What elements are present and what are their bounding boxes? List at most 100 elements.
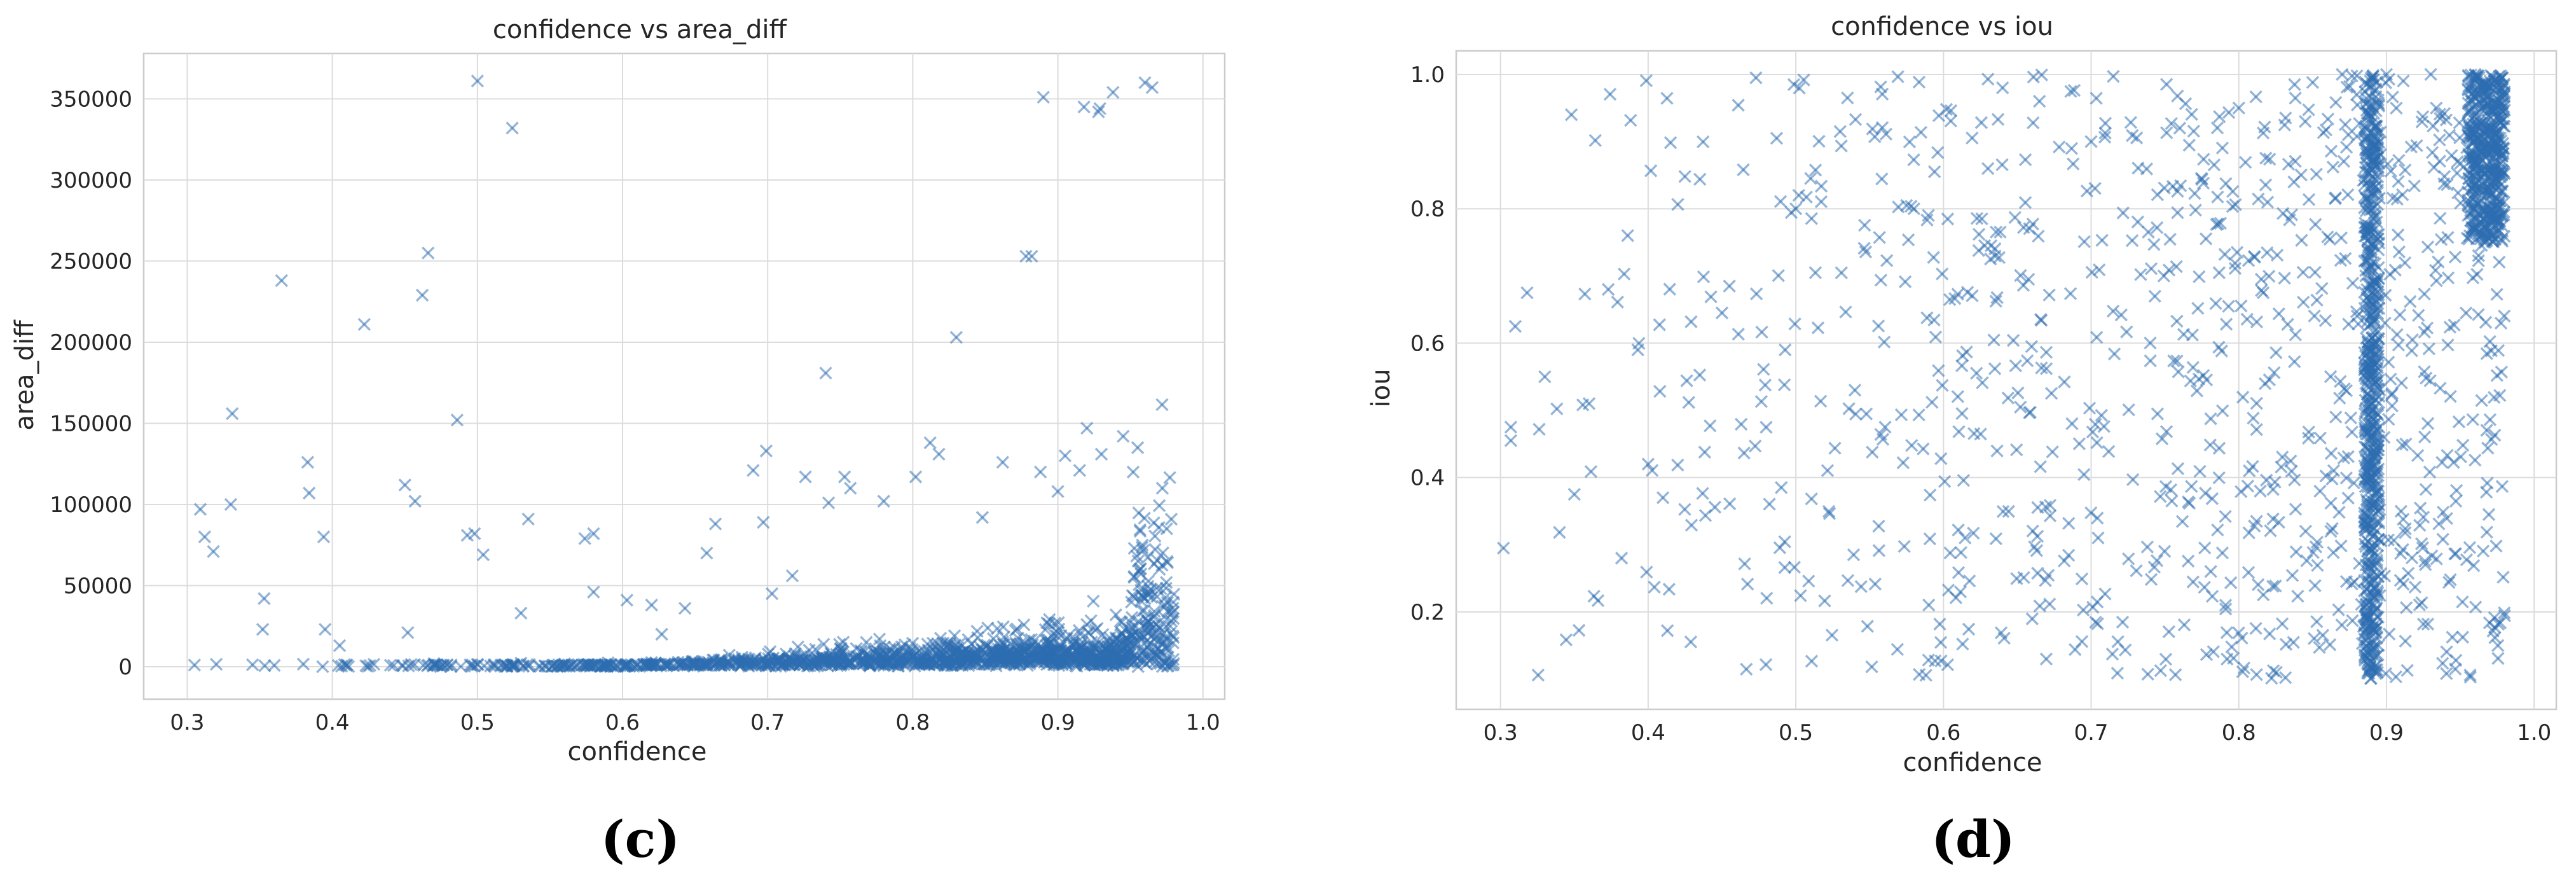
data-point — [2329, 191, 2343, 205]
data-point — [1684, 635, 1698, 649]
data-point — [817, 637, 830, 651]
data-point — [207, 545, 220, 559]
data-point — [317, 530, 331, 544]
data-point — [1639, 74, 1653, 88]
data-point — [1017, 653, 1031, 667]
data-point — [1944, 115, 1957, 128]
data-point — [2449, 483, 2463, 497]
data-point — [2205, 492, 2219, 506]
data-point — [1017, 618, 1031, 632]
data-point — [1106, 86, 1120, 99]
data-point — [1994, 626, 2008, 639]
data-point — [1818, 594, 1831, 608]
data-point — [1533, 422, 1546, 436]
data-point — [1995, 158, 2009, 172]
data-point — [2399, 634, 2412, 648]
data-point — [785, 569, 799, 583]
data-point — [1520, 286, 1534, 300]
data-point — [2235, 485, 2248, 498]
data-point — [1962, 622, 1976, 636]
data-point — [2278, 272, 2291, 285]
data-point — [1678, 170, 1691, 183]
data-point — [2028, 540, 2041, 553]
data-point — [484, 659, 497, 673]
data-point — [2027, 70, 2040, 84]
y-tick-labels: 0.2 0.4 0.6 0.8 1.0 — [1410, 62, 1445, 625]
x-tick-label: 0.3 — [1484, 720, 1518, 746]
data-point — [2342, 317, 2355, 331]
y-axis-label: iou — [1367, 369, 1396, 408]
data-point — [1052, 622, 1066, 636]
data-point — [1109, 608, 1123, 622]
data-point — [2039, 345, 2053, 359]
data-point — [444, 660, 458, 674]
data-point — [2165, 494, 2179, 508]
data-point — [1037, 90, 1050, 104]
data-point — [830, 654, 843, 668]
data-point — [1927, 251, 1940, 264]
data-point — [2247, 249, 2261, 263]
data-point — [2385, 399, 2399, 413]
data-point — [2418, 430, 2432, 444]
data-point — [2154, 664, 2167, 678]
data-point — [1903, 135, 1917, 149]
data-point — [361, 660, 375, 673]
x-tick-label: 0.9 — [1041, 710, 1075, 735]
data-point — [2399, 163, 2412, 177]
data-point — [1135, 541, 1149, 554]
data-point — [813, 658, 827, 672]
data-point — [258, 592, 271, 606]
data-point — [2188, 186, 2201, 200]
data-point — [2428, 263, 2442, 277]
data-point — [1002, 651, 1015, 664]
data-point — [906, 646, 920, 660]
data-point — [2018, 196, 2032, 209]
data-point — [1828, 441, 1842, 455]
data-point — [1572, 623, 1586, 637]
data-point — [1678, 503, 1691, 516]
data-point — [1087, 594, 1100, 608]
data-point — [2148, 289, 2161, 303]
data-point — [1025, 249, 1038, 263]
y-tick-label: 350000 — [50, 87, 132, 112]
data-point — [2186, 575, 2200, 588]
data-point — [2309, 218, 2322, 231]
data-point — [1835, 266, 1848, 279]
data-point — [398, 478, 411, 492]
data-point — [1114, 639, 1127, 653]
data-point — [700, 546, 713, 560]
data-point — [2065, 142, 2078, 155]
data-point — [1774, 195, 1787, 208]
data-point — [1080, 421, 1094, 435]
data-point — [1092, 105, 1105, 119]
data-point — [2159, 653, 2173, 666]
data-point — [1951, 390, 1965, 403]
data-point — [1754, 394, 1768, 408]
data-point — [645, 656, 658, 669]
data-point — [2163, 233, 2177, 246]
x-tick-label: 1.0 — [1186, 710, 1220, 735]
data-point — [2297, 295, 2310, 309]
x-tick-labels: 0.3 0.4 0.5 0.6 0.7 0.8 0.9 1.0 — [170, 710, 1220, 735]
data-point — [2337, 155, 2351, 168]
data-point — [2318, 314, 2332, 328]
y-tick-label: 0.2 — [1410, 600, 1445, 625]
data-point — [1660, 92, 1674, 105]
data-point — [2436, 532, 2449, 546]
data-point — [2033, 95, 2046, 108]
data-point — [2398, 256, 2412, 270]
data-point — [2269, 346, 2283, 359]
data-point — [2261, 246, 2274, 260]
data-point — [2189, 204, 2202, 217]
data-point — [2151, 407, 2165, 421]
data-point — [874, 639, 887, 653]
data-point — [2393, 308, 2407, 322]
data-point — [2296, 265, 2310, 279]
data-point — [2495, 480, 2509, 493]
data-point — [2334, 231, 2348, 245]
data-point — [2242, 566, 2256, 580]
data-point — [2310, 615, 2324, 629]
data-point — [468, 527, 481, 541]
data-point — [2018, 153, 2032, 167]
